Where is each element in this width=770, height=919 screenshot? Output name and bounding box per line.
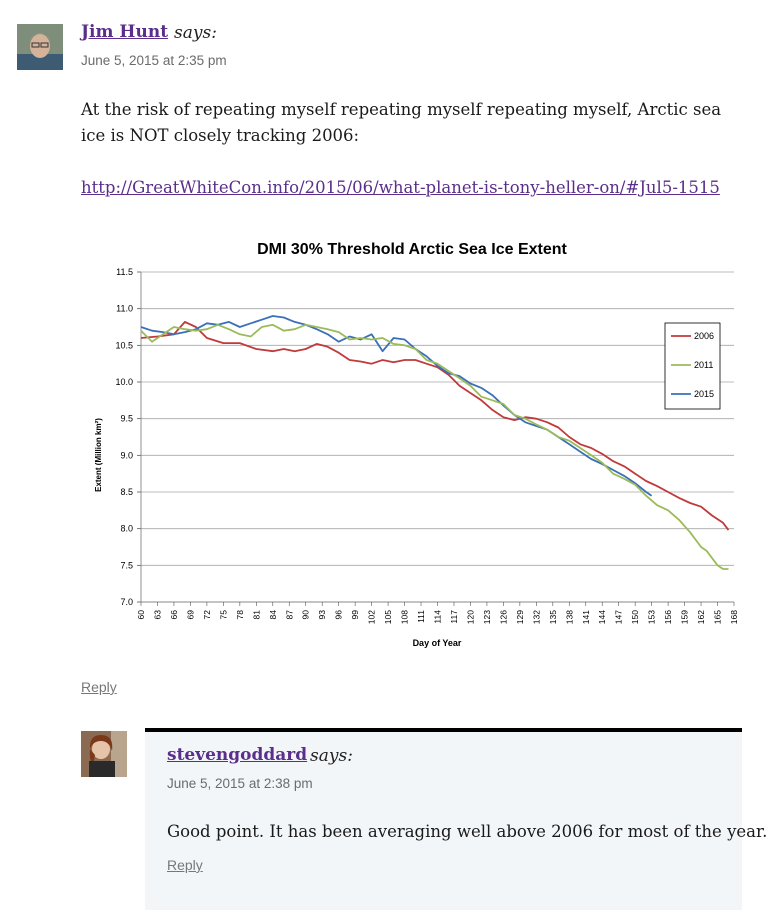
chart-background [81, 228, 743, 658]
x-tick-label: 117 [449, 610, 459, 624]
comment-date[interactable]: June 5, 2015 at 2:35 pm [81, 53, 227, 68]
x-tick-label: 69 [185, 610, 195, 620]
y-axis-label: Extent (Million km²) [94, 418, 103, 492]
x-tick-label: 63 [152, 610, 162, 620]
x-tick-label: 60 [136, 610, 146, 620]
x-tick-label: 165 [713, 610, 723, 624]
x-axis-label: Day of Year [413, 638, 462, 648]
chart-grid [137, 271, 735, 606]
x-tick-label: 150 [630, 610, 640, 624]
x-axis-ticks: 60 63 66 69 72 75 78 81 84 87 90 93 96 99 102 105 108 111… [136, 610, 739, 624]
x-tick-label: 96 [334, 610, 344, 620]
comment-body: At the risk of repeating myself repeatin… [81, 100, 722, 145]
x-tick-label: 159 [680, 610, 690, 624]
comment-author-link[interactable]: Jim Hunt [81, 22, 169, 42]
avatar-stevengoddard[interactable] [81, 731, 127, 777]
x-tick-label: 105 [383, 610, 393, 624]
y-tick-label: 8.5 [120, 487, 133, 497]
sea-ice-chart: DMI 30% Threshold Arctic Sea Ice Extent … [81, 228, 743, 658]
x-tick-label: 87 [284, 610, 294, 620]
x-tick-label: 84 [268, 610, 278, 620]
y-tick-label: 11.5 [116, 267, 133, 277]
x-tick-label: 141 [581, 610, 591, 624]
chart-legend: 2006 2011 2015 [664, 322, 721, 410]
x-tick-label: 162 [696, 610, 706, 624]
reply-button[interactable]: Reply [167, 857, 203, 873]
comment-author-link[interactable]: stevengoddard [167, 745, 308, 765]
avatar-jim-hunt[interactable] [17, 24, 63, 70]
x-tick-label: 138 [564, 610, 574, 624]
x-tick-label: 129 [515, 610, 525, 624]
reply-container [145, 728, 742, 910]
legend-label-2015: 2015 [694, 389, 714, 399]
reply-button[interactable]: Reply [81, 679, 117, 695]
avatar-image [17, 24, 63, 70]
avatar-image [81, 731, 127, 777]
x-tick-label: 72 [202, 610, 212, 620]
comment-date[interactable]: June 5, 2015 at 2:38 pm [167, 776, 313, 791]
x-tick-label: 111 [416, 610, 426, 623]
y-tick-label: 7.0 [120, 597, 133, 607]
x-tick-label: 114 [433, 610, 443, 624]
x-tick-label: 135 [548, 610, 558, 624]
legend-label-2006: 2006 [694, 331, 714, 341]
y-tick-label: 10.0 [115, 377, 133, 387]
x-tick-label: 78 [235, 610, 245, 620]
y-tick-label: 10.5 [115, 340, 133, 350]
x-tick-label: 93 [317, 610, 327, 620]
x-tick-label: 99 [350, 610, 360, 620]
chart-title: DMI 30% Threshold Arctic Sea Ice Extent [257, 241, 567, 258]
y-tick-label: 8.0 [120, 524, 133, 534]
series-line-2006 [140, 321, 730, 531]
x-tick-label: 66 [169, 610, 179, 620]
y-tick-label: 9.5 [120, 414, 133, 424]
x-tick-label: 75 [218, 610, 228, 620]
x-tick-label: 132 [531, 610, 541, 624]
series-line-2011 [140, 323, 729, 570]
x-tick-label: 81 [251, 610, 261, 620]
comment-link[interactable]: http://GreatWhiteCon.info/2015/06/what-p… [81, 178, 720, 197]
y-tick-label: 9.0 [120, 450, 133, 460]
says-label: says: [174, 23, 217, 43]
legend-label-2011: 2011 [694, 360, 713, 370]
x-tick-label: 144 [597, 610, 607, 624]
x-tick-label: 120 [465, 610, 475, 624]
x-tick-label: 153 [647, 610, 657, 624]
x-tick-label: 147 [614, 610, 624, 624]
x-tick-label: 156 [663, 610, 673, 624]
y-tick-label: 7.5 [120, 560, 133, 570]
x-tick-label: 108 [400, 610, 410, 624]
x-tick-label: 90 [301, 610, 311, 620]
x-tick-label: 123 [482, 610, 492, 624]
chart-series [140, 315, 730, 570]
says-label: says: [310, 746, 353, 766]
x-tick-label: 126 [498, 610, 508, 624]
x-tick-label: 102 [367, 610, 377, 624]
y-tick-label: 11.0 [116, 304, 133, 314]
x-tick-label: 168 [729, 610, 739, 624]
comment-body: Good point. It has been averaging well a… [167, 822, 768, 841]
series-line-2015 [140, 315, 653, 497]
y-axis-ticks: 7.0 7.5 8.0 8.5 9.0 9.5 10.0 10.5 11.0 11.5 [115, 267, 133, 607]
